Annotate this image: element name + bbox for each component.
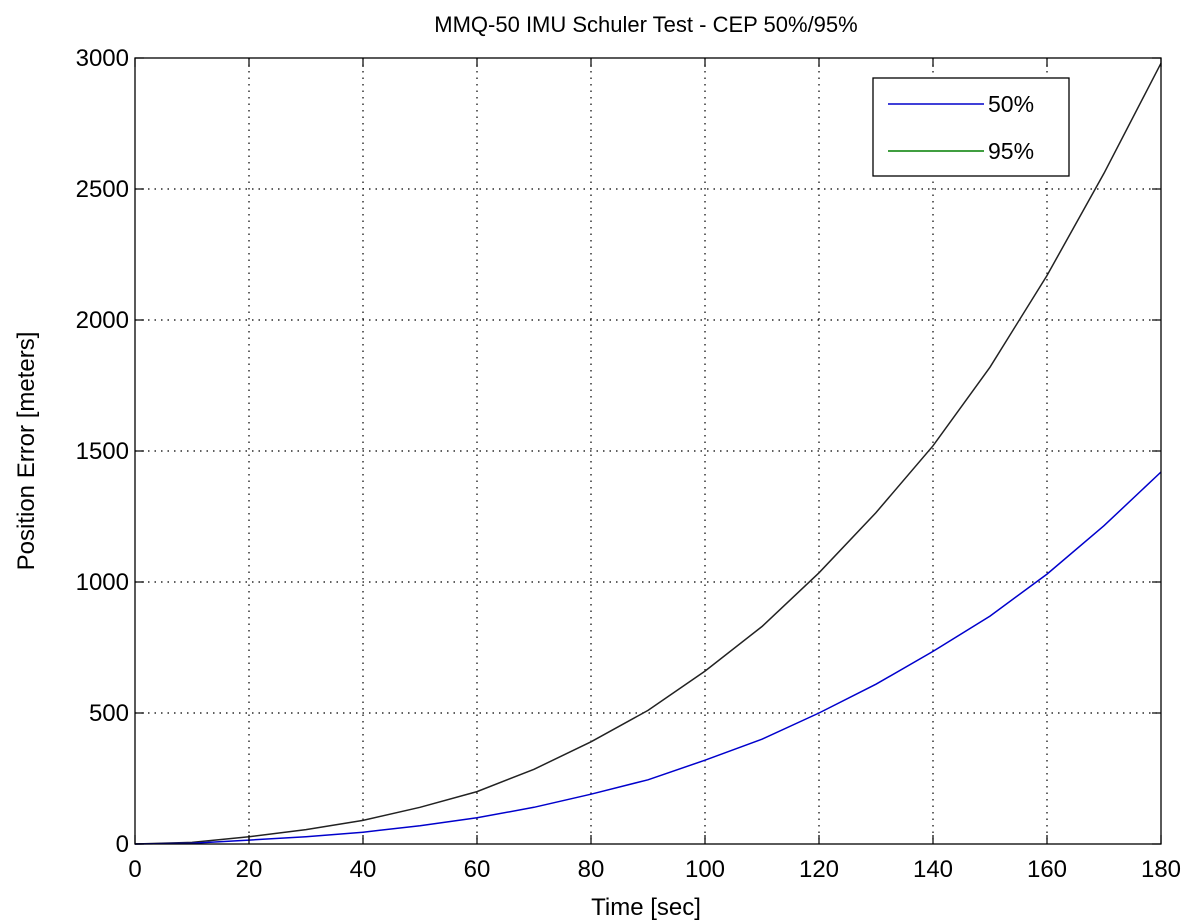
y-tick-label: 1000 <box>76 569 129 596</box>
x-tick-label: 40 <box>350 856 377 883</box>
y-tick-label: 2000 <box>76 307 129 334</box>
grid <box>135 58 1161 844</box>
x-tick-label: 20 <box>236 856 263 883</box>
y-tick-label: 2500 <box>76 176 129 203</box>
x-tick-label: 0 <box>128 856 141 883</box>
x-tick-label: 100 <box>685 856 725 883</box>
y-tick-label: 500 <box>89 700 129 727</box>
series-line-50pct <box>134 471 1162 845</box>
y-tick-label: 3000 <box>76 45 129 72</box>
legend-box <box>872 77 1070 177</box>
y-tick-label: 1500 <box>76 438 129 465</box>
series-layer <box>134 62 1162 845</box>
legend-label-95: 95% <box>988 138 1034 164</box>
x-tick-label: 120 <box>799 856 839 883</box>
ticks: 0 20 40 60 80 100 120 140 160 180 0 500 1000 1500 2000… <box>76 45 1181 883</box>
x-tick-label: 60 <box>464 856 491 883</box>
series-line-95pct <box>134 62 1162 845</box>
x-tick-label: 160 <box>1027 856 1067 883</box>
x-axis-label: Time [sec] <box>591 894 701 921</box>
x-tick-label: 140 <box>913 856 953 883</box>
x-tick-label: 180 <box>1141 856 1181 883</box>
legend-label-50: 50% <box>988 91 1034 117</box>
y-axis-label: Position Error [meters] <box>13 332 40 571</box>
legend: 50% 95% <box>872 77 1070 177</box>
chart-title: MMQ-50 IMU Schuler Test - CEP 50%/95% <box>434 12 857 37</box>
y-tick-label: 0 <box>116 831 129 858</box>
x-tick-label: 80 <box>578 856 605 883</box>
